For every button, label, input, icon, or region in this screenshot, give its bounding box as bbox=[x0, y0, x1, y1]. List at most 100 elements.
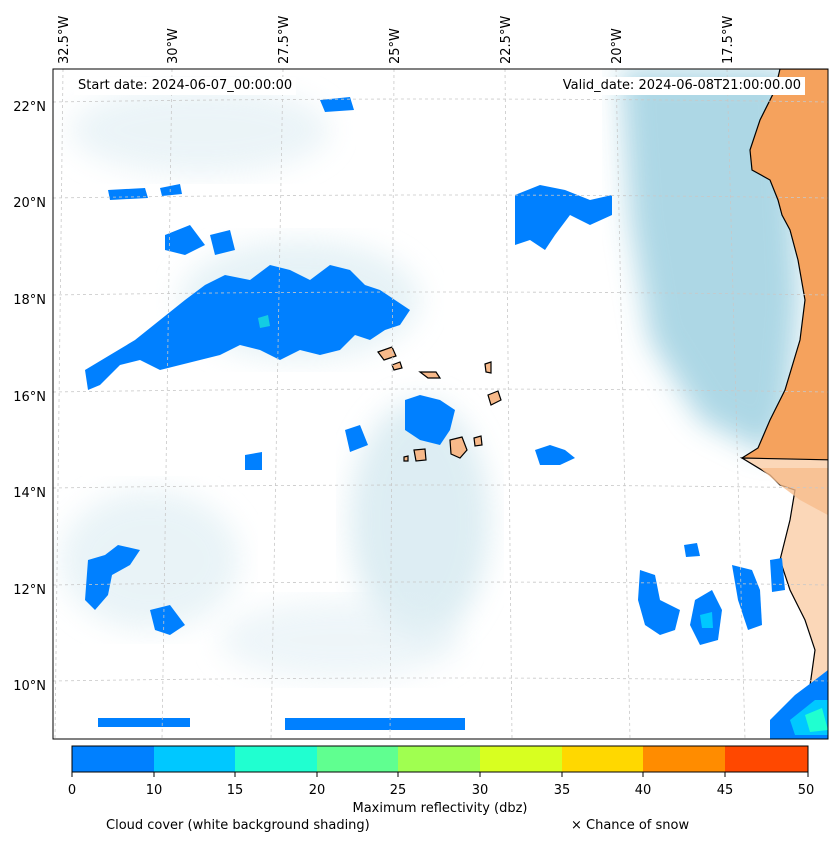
reflectivity-patch bbox=[684, 543, 700, 557]
colorbar-segment bbox=[72, 746, 154, 772]
colorbar-tick-label: 35 bbox=[553, 783, 571, 798]
cloud-cover-legend: Cloud cover (white background shading) bbox=[106, 818, 370, 833]
island-maio bbox=[473, 435, 483, 447]
colorbar-tick-label: 10 bbox=[145, 783, 163, 798]
lon-label: 32.5°W bbox=[57, 16, 72, 64]
reflectivity-patch bbox=[345, 425, 368, 452]
colorbar-segment bbox=[235, 746, 317, 772]
reflectivity-patch-northeast bbox=[515, 185, 612, 250]
colorbar-segment bbox=[643, 746, 725, 772]
lon-label: 27.5°W bbox=[277, 16, 292, 64]
parallel-12n bbox=[53, 581, 828, 586]
parallel-20n bbox=[53, 194, 828, 199]
lon-label: 20°W bbox=[610, 28, 625, 64]
reflectivity-patch-southeast bbox=[638, 570, 680, 635]
colorbar-tick-label: 0 bbox=[67, 783, 77, 798]
lat-label: 16°N bbox=[13, 390, 46, 405]
cloud-cover-southwest bbox=[60, 490, 240, 630]
parallel-10n bbox=[53, 677, 828, 682]
parallel-22n bbox=[53, 98, 828, 103]
colorbar-title: Maximum reflectivity (dbz) bbox=[352, 801, 528, 816]
island-santo-antao bbox=[377, 346, 397, 361]
reflectivity-higher-patches bbox=[258, 315, 828, 735]
meridian-22-5w bbox=[504, 69, 513, 739]
meridian-32-5w bbox=[54, 69, 64, 739]
reflectivity-patch bbox=[108, 188, 148, 200]
reflectivity-patch bbox=[150, 605, 185, 635]
cloud-cover-north bbox=[70, 85, 330, 175]
cloud-cover-bottom bbox=[220, 600, 460, 680]
lat-label: 12°N bbox=[13, 583, 46, 598]
colorbar-frame bbox=[71, 745, 809, 773]
reflectivity-patch bbox=[245, 452, 262, 470]
island-brava bbox=[403, 455, 409, 462]
lat-label: 10°N bbox=[13, 679, 46, 694]
colorbar-tick-label: 25 bbox=[389, 783, 407, 798]
african-coast bbox=[739, 69, 828, 739]
reflectivity-patch bbox=[770, 558, 785, 592]
colorbar-segment bbox=[398, 746, 480, 772]
reflectivity-band-south bbox=[98, 718, 190, 727]
meridian-17-5w bbox=[726, 69, 746, 739]
start-date-label: Start date: 2024-06-07_00:00:00 bbox=[74, 77, 297, 95]
parallel-18n bbox=[53, 291, 828, 296]
reflectivity-patch-15-20 bbox=[258, 315, 270, 328]
colorbar-tick-label: 30 bbox=[471, 783, 489, 798]
meridian-20w bbox=[615, 69, 631, 739]
lat-label: 20°N bbox=[13, 196, 46, 211]
colorbar-tick-label: 45 bbox=[716, 783, 734, 798]
lat-label: 18°N bbox=[13, 293, 46, 308]
reflectivity-patch bbox=[160, 184, 182, 196]
map-plot-area bbox=[53, 69, 828, 739]
reflectivity-patch bbox=[320, 97, 354, 112]
reflectivity-band-north bbox=[85, 265, 410, 390]
reflectivity-band-south bbox=[285, 718, 465, 730]
meridian-27-5w bbox=[270, 69, 284, 739]
parallel-14n bbox=[53, 484, 828, 489]
cloud-cover-south bbox=[350, 400, 490, 640]
reflectivity-patch bbox=[210, 230, 235, 255]
graticule bbox=[53, 69, 828, 739]
reflectivity-patch-southwest bbox=[85, 545, 140, 610]
colorbar-tick-label: 15 bbox=[226, 783, 244, 798]
island-santiago bbox=[449, 436, 468, 459]
island-fogo bbox=[413, 448, 427, 462]
latitude-labels: 22°N 20°N 18°N 16°N 14°N 12°N 10°N bbox=[13, 100, 46, 694]
lon-label: 22.5°W bbox=[499, 16, 514, 64]
colorbar-tick-label: 50 bbox=[797, 783, 815, 798]
lon-label: 30°W bbox=[166, 28, 181, 64]
valid-date-label: Valid_date: 2024-06-08T21:00:00.00 bbox=[558, 77, 805, 95]
cloud-cover-shading bbox=[60, 69, 800, 680]
reflectivity-patch bbox=[535, 445, 575, 465]
colorbar-tick-label: 40 bbox=[634, 783, 652, 798]
reflectivity-patch-islands bbox=[405, 395, 455, 445]
island-sao-vicente bbox=[391, 361, 403, 371]
lon-label: 25°W bbox=[388, 28, 403, 64]
colorbar-tick-label: 20 bbox=[308, 783, 326, 798]
colorbar-segment bbox=[725, 746, 808, 772]
lat-label: 22°N bbox=[13, 100, 46, 115]
colorbar-segment bbox=[154, 746, 235, 772]
lon-label: 17.5°W bbox=[721, 16, 736, 64]
cape-verde-islands bbox=[377, 346, 502, 462]
reflectivity-patch bbox=[165, 225, 205, 255]
parallel-16n bbox=[53, 388, 828, 393]
colorbar-tick-marks bbox=[71, 772, 809, 777]
meridian-30w bbox=[161, 69, 173, 739]
longitude-labels: 32.5°W 30°W 27.5°W 25°W 22.5°W 20°W 17.5… bbox=[57, 16, 736, 64]
island-sao-nicolau bbox=[418, 371, 442, 379]
map-frame bbox=[52, 68, 829, 740]
meridian-25w bbox=[389, 69, 395, 739]
island-sal bbox=[484, 361, 492, 374]
reflectivity-patch-10-15 bbox=[700, 612, 713, 628]
reflectivity-patch-corner-15-20 bbox=[805, 708, 828, 732]
lat-label: 14°N bbox=[13, 486, 46, 501]
island-boa-vista bbox=[487, 390, 502, 406]
land-transition bbox=[760, 468, 828, 516]
colorbar-segment bbox=[562, 746, 643, 772]
snow-legend: × Chance of snow bbox=[571, 818, 690, 833]
colorbar-segment bbox=[480, 746, 562, 772]
reflectivity-patch bbox=[732, 565, 762, 630]
colorbar bbox=[71, 745, 809, 777]
